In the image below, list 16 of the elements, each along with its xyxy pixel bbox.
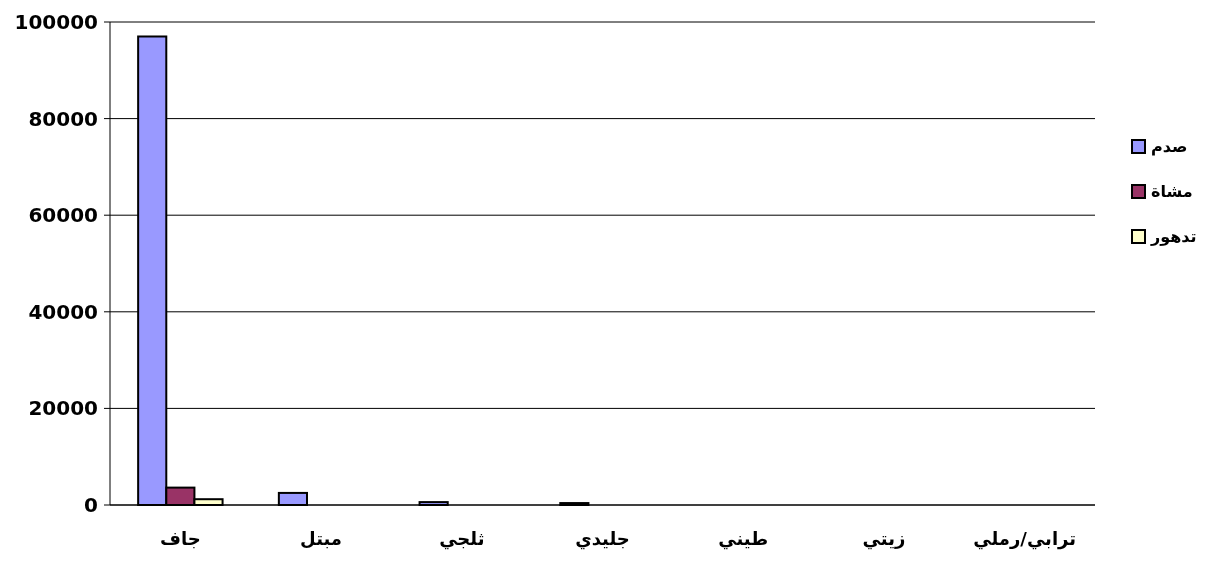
legend-label: تدهور xyxy=(1150,227,1197,246)
x-tick-label: زيتي xyxy=(862,528,906,550)
y-tick-label: 0 xyxy=(84,493,98,517)
x-tick-label: ثلجي xyxy=(439,528,485,550)
y-tick-label: 40000 xyxy=(28,299,98,324)
legend-label: مشاة xyxy=(1151,182,1193,201)
y-tick-label: 80000 xyxy=(28,106,98,131)
legend-label: صدم xyxy=(1151,137,1188,156)
y-tick-label: 100000 xyxy=(14,10,98,34)
y-tick-label: 20000 xyxy=(28,396,98,421)
x-tick-label: طيني xyxy=(718,528,769,550)
y-tick-label: 60000 xyxy=(28,203,98,228)
x-tick-label: جاف xyxy=(160,528,201,549)
x-tick-label: ترابي/رملي xyxy=(973,528,1077,550)
x-tick-label: جليدي xyxy=(575,528,630,550)
x-tick-label: مبتل xyxy=(300,528,343,549)
